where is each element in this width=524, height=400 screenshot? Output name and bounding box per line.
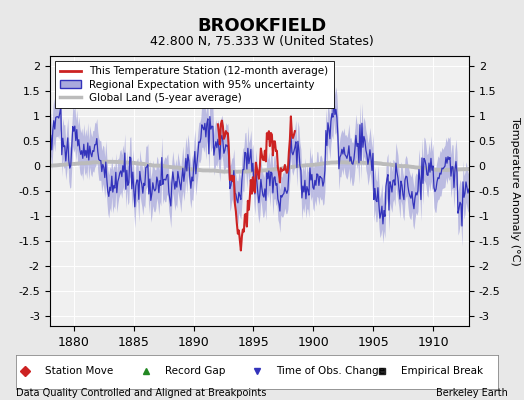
Text: Data Quality Controlled and Aligned at Breakpoints: Data Quality Controlled and Aligned at B… (16, 388, 266, 398)
Text: BROOKFIELD: BROOKFIELD (198, 17, 326, 35)
Text: Berkeley Earth: Berkeley Earth (436, 388, 508, 398)
Text: 42.800 N, 75.333 W (United States): 42.800 N, 75.333 W (United States) (150, 36, 374, 48)
Text: Record Gap: Record Gap (165, 366, 225, 376)
Text: Time of Obs. Change: Time of Obs. Change (276, 366, 385, 376)
Text: Empirical Break: Empirical Break (401, 366, 484, 376)
Y-axis label: Temperature Anomaly (°C): Temperature Anomaly (°C) (510, 117, 520, 265)
Legend: This Temperature Station (12-month average), Regional Expectation with 95% uncer: This Temperature Station (12-month avera… (55, 61, 334, 108)
Text: Station Move: Station Move (45, 366, 113, 376)
